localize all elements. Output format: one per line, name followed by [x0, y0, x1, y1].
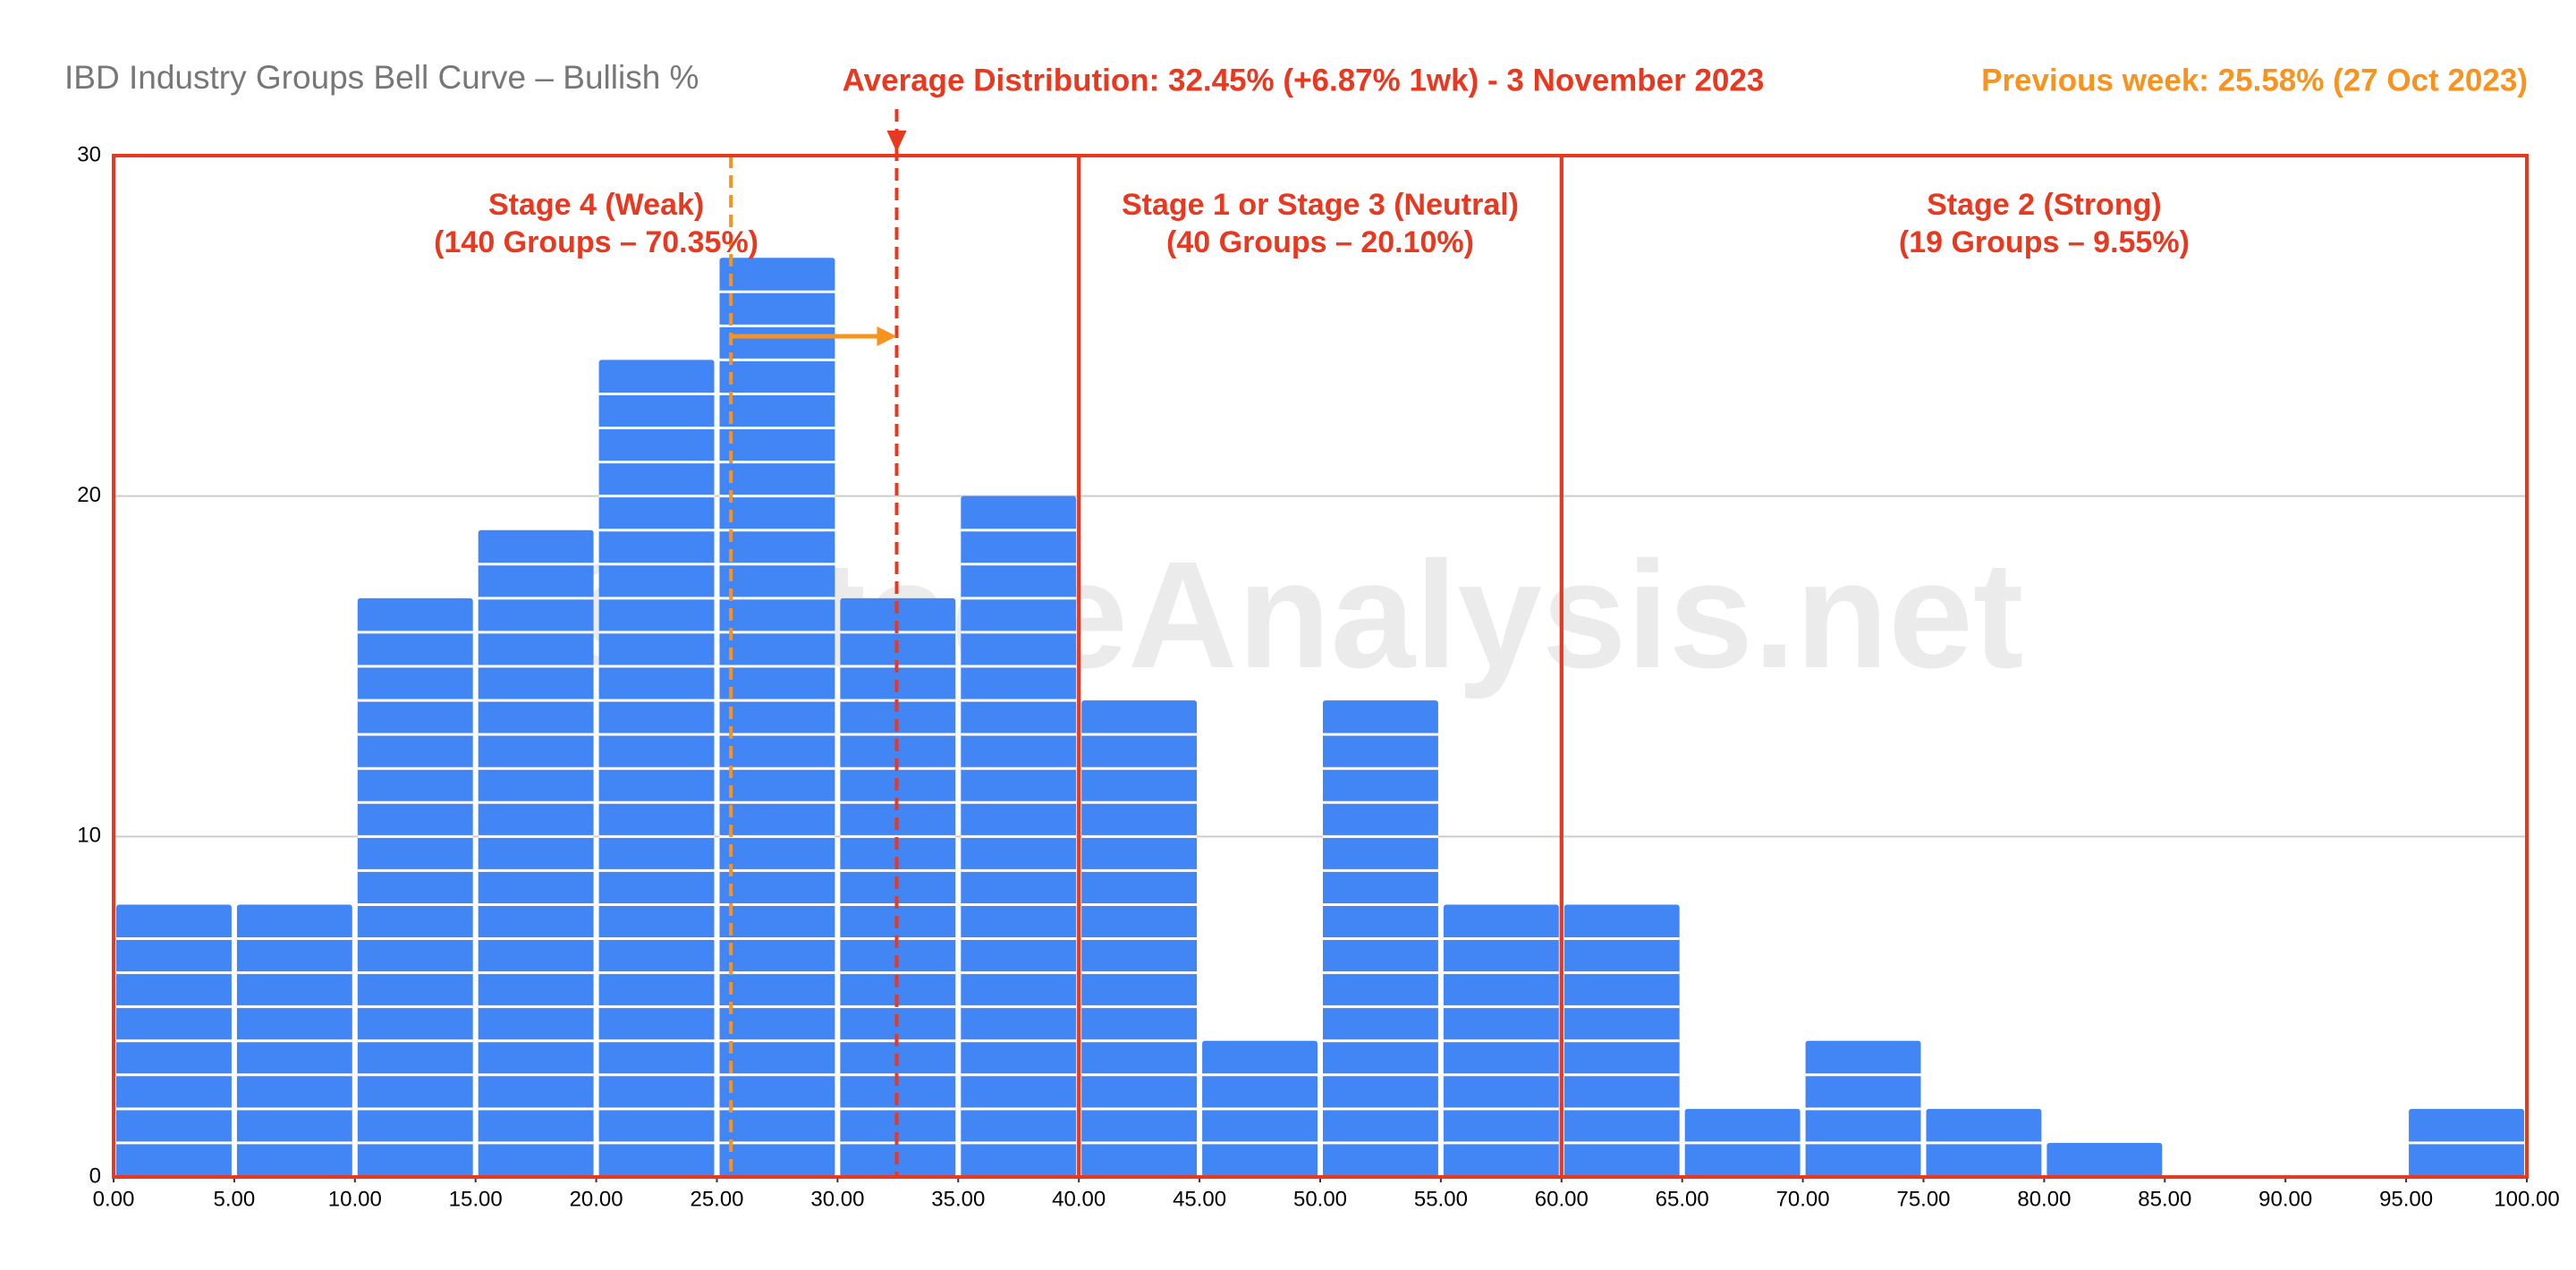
x-tick-label: 0.00 — [93, 1187, 135, 1211]
bar-group — [1443, 904, 1559, 1177]
stage-box — [1559, 154, 2529, 1179]
bar-group — [236, 904, 352, 1177]
bar-group — [2046, 1142, 2163, 1177]
bar-group — [1563, 904, 1680, 1177]
stage-label: (140 Groups – 70.35%) — [434, 225, 758, 259]
bar-group — [478, 529, 594, 1177]
x-tick-label: 15.00 — [449, 1187, 503, 1211]
bar-group — [357, 597, 473, 1177]
x-tick-label: 95.00 — [2379, 1187, 2433, 1211]
x-tick-label: 50.00 — [1293, 1187, 1347, 1211]
x-tick-label: 10.00 — [328, 1187, 382, 1211]
x-tick-label: 60.00 — [1535, 1187, 1589, 1211]
bar-group — [961, 495, 1077, 1177]
y-tick-label: 30 — [77, 142, 101, 166]
y-tick-label: 20 — [77, 483, 101, 507]
x-tick-label: 30.00 — [810, 1187, 864, 1211]
bar-group — [598, 360, 715, 1177]
x-tick-label: 75.00 — [1896, 1187, 1950, 1211]
x-tick-label: 90.00 — [2258, 1187, 2312, 1211]
bar — [357, 597, 473, 1177]
x-tick-label: 85.00 — [2138, 1187, 2191, 1211]
x-tick-label: 45.00 — [1173, 1187, 1226, 1211]
y-tick-label: 10 — [77, 824, 101, 848]
bar — [719, 258, 835, 1178]
bar — [478, 529, 594, 1177]
stage-label: Stage 2 (Strong) — [1927, 188, 2162, 222]
x-tick-label: 25.00 — [690, 1187, 743, 1211]
bar-group — [1805, 1040, 1921, 1177]
previous-text: Previous week: 25.58% (27 Oct 2023) — [1981, 63, 2528, 97]
x-tick-label: 80.00 — [2017, 1187, 2071, 1211]
stage-label: Stage 4 (Weak) — [488, 188, 704, 222]
x-tick-label: 100.00 — [2494, 1187, 2559, 1211]
stage-label: (40 Groups – 20.10%) — [1166, 225, 1474, 259]
bar-group — [1202, 1040, 1318, 1177]
y-tick-label: 0 — [89, 1164, 101, 1188]
stage-label: (19 Groups – 9.55%) — [1899, 225, 2190, 259]
bar-group — [1081, 700, 1198, 1177]
stage-label: Stage 1 or Stage 3 (Neutral) — [1122, 188, 1519, 222]
x-tick-label: 70.00 — [1776, 1187, 1830, 1211]
average-text: Average Distribution: 32.45% (+6.87% 1wk… — [843, 63, 1765, 97]
shift-arrowhead — [877, 326, 897, 346]
x-tick-label: 55.00 — [1414, 1187, 1468, 1211]
x-tick-label: 65.00 — [1656, 1187, 1709, 1211]
bar-group — [116, 904, 232, 1177]
x-tick-label: 40.00 — [1052, 1187, 1106, 1211]
average-arrowhead — [886, 131, 907, 152]
x-tick-label: 5.00 — [214, 1187, 256, 1211]
bar-group — [2409, 1108, 2524, 1177]
bar-group — [719, 258, 835, 1178]
chart-title: IBD Industry Groups Bell Curve – Bullish… — [64, 59, 699, 96]
bar-group — [1926, 1108, 2042, 1177]
x-tick-label: 20.00 — [570, 1187, 623, 1211]
bar-group — [1323, 700, 1438, 1177]
x-tick-label: 35.00 — [931, 1187, 985, 1211]
bar-group — [1684, 1108, 1801, 1177]
bar — [2046, 1142, 2163, 1177]
